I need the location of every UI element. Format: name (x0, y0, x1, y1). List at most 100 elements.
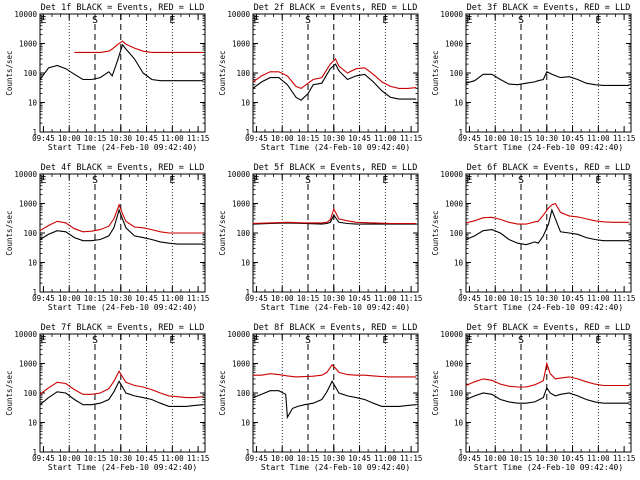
y-axis-label: Counts/sec (431, 370, 440, 415)
x-tick-label: 11:00 (587, 134, 610, 143)
x-tick-label: 10:30 (535, 294, 558, 303)
x-tick-label: 10:45 (348, 294, 371, 303)
x-tick-label: 10:00 (58, 454, 81, 463)
x-tick-label: 10:30 (109, 454, 132, 463)
panel-8: Det 8f BLACK = Events, RED = LLD 1 10 100 10… (218, 323, 422, 472)
x-tick-label: 11:00 (374, 454, 397, 463)
y-tick-label: 1 (458, 448, 463, 457)
y-tick-label: 1 (245, 128, 250, 137)
y-axis-label: Counts/sec (431, 210, 440, 255)
y-tick-label: 1000 (232, 200, 251, 209)
series-line-events (252, 214, 417, 225)
y-tick-label: 10 (454, 99, 464, 108)
y-tick-label: 100 (23, 389, 37, 398)
y-tick-label: 100 (236, 229, 250, 238)
y-tick-label: 100 (449, 229, 463, 238)
x-axis-label: Start Time (24-Feb-10 09:42:40) (474, 463, 623, 472)
x-tick-label: 10:00 (484, 454, 507, 463)
interval-marker-e: E (253, 15, 259, 26)
interval-marker-e: E (466, 335, 472, 346)
x-tick-label: 09:45 (245, 294, 268, 303)
y-axis-label: Counts/sec (218, 50, 227, 95)
interval-marker-e: E (382, 15, 388, 26)
y-tick-label: 1 (245, 448, 250, 457)
y-tick-label: 1000 (232, 40, 251, 49)
panel-title: Det 9f BLACK = Events, RED = LLD (467, 323, 631, 333)
interval-marker-s: S (305, 15, 311, 26)
plot-frame (465, 333, 632, 453)
x-tick-label: 11:15 (613, 454, 636, 463)
interval-marker-e: E (40, 15, 46, 26)
x-axis-label: Start Time (24-Feb-10 09:42:40) (261, 303, 410, 312)
x-tick-label: 10:15 (510, 454, 533, 463)
panel-7: Det 7f BLACK = Events, RED = LLD 1 10 100 10… (5, 323, 209, 472)
x-tick-label: 10:30 (535, 454, 558, 463)
y-tick-label: 1000 (445, 360, 464, 369)
y-axis-label: Counts/sec (5, 370, 14, 415)
x-tick-label: 10:30 (322, 134, 345, 143)
interval-marker-e: E (169, 335, 175, 346)
y-tick-label: 1 (245, 288, 250, 297)
interval-marker-e: E (466, 175, 472, 186)
x-tick-label: 10:00 (58, 134, 81, 143)
x-tick-label: 11:00 (161, 454, 184, 463)
interval-marker-e: E (169, 15, 175, 26)
x-tick-label: 11:00 (161, 294, 184, 303)
y-tick-label: 100 (23, 229, 37, 238)
y-tick-label: 1 (32, 128, 37, 137)
interval-marker-e: E (253, 175, 259, 186)
panel-title: Det 3f BLACK = Events, RED = LLD (467, 3, 631, 13)
interval-marker-e: E (382, 175, 388, 186)
x-tick-label: 10:30 (109, 134, 132, 143)
interval-marker-e: E (595, 335, 601, 346)
interval-marker-e: E (595, 175, 601, 186)
series-line-lld (39, 370, 204, 399)
series-line-events (39, 380, 204, 407)
y-tick-label: 100 (449, 69, 463, 78)
y-axis-label: Counts/sec (218, 370, 227, 415)
panel-title: Det 5f BLACK = Events, RED = LLD (254, 163, 418, 173)
x-tick-label: 11:15 (187, 134, 210, 143)
x-tick-label: 10:15 (297, 134, 320, 143)
y-tick-label: 10000 (14, 330, 37, 339)
interval-marker-e: E (382, 335, 388, 346)
x-tick-label: 11:15 (613, 294, 636, 303)
y-tick-label: 10000 (227, 10, 250, 19)
y-tick-label: 1000 (445, 40, 464, 49)
interval-marker-e: E (40, 175, 46, 186)
x-tick-label: 10:00 (271, 454, 294, 463)
y-tick-label: 10000 (440, 330, 463, 339)
x-tick-label: 10:45 (561, 134, 584, 143)
y-tick-label: 10 (241, 259, 251, 268)
x-tick-label: 10:45 (561, 294, 584, 303)
x-tick-label: 09:45 (32, 454, 55, 463)
x-tick-label: 10:45 (348, 454, 371, 463)
x-tick-label: 09:45 (245, 134, 268, 143)
x-tick-label: 09:45 (458, 294, 481, 303)
y-tick-label: 10 (454, 259, 464, 268)
x-tick-label: 11:15 (400, 294, 423, 303)
x-tick-label: 09:45 (458, 134, 481, 143)
plot-frame (252, 333, 419, 453)
series-line-lld (253, 363, 417, 378)
plot-frame (39, 13, 206, 133)
panel-title: Det 7f BLACK = Events, RED = LLD (41, 323, 205, 333)
y-tick-label: 10000 (14, 10, 37, 19)
interval-marker-s: S (92, 335, 98, 346)
y-tick-label: 100 (449, 389, 463, 398)
x-tick-label: 10:45 (135, 294, 158, 303)
x-axis-label: Start Time (24-Feb-10 09:42:40) (48, 303, 197, 312)
x-tick-label: 10:30 (535, 134, 558, 143)
x-axis-label: Start Time (24-Feb-10 09:42:40) (474, 143, 623, 152)
y-tick-label: 1000 (19, 40, 38, 49)
x-tick-label: 10:00 (484, 134, 507, 143)
series-line-events (39, 43, 204, 82)
interval-marker-s: S (92, 15, 98, 26)
y-tick-label: 10 (28, 419, 38, 428)
interval-marker-s: S (92, 175, 98, 186)
x-tick-label: 10:45 (348, 134, 371, 143)
x-tick-label: 10:00 (58, 294, 81, 303)
x-tick-label: 10:30 (322, 454, 345, 463)
x-tick-label: 11:15 (187, 454, 210, 463)
series-line-lld (252, 57, 417, 90)
